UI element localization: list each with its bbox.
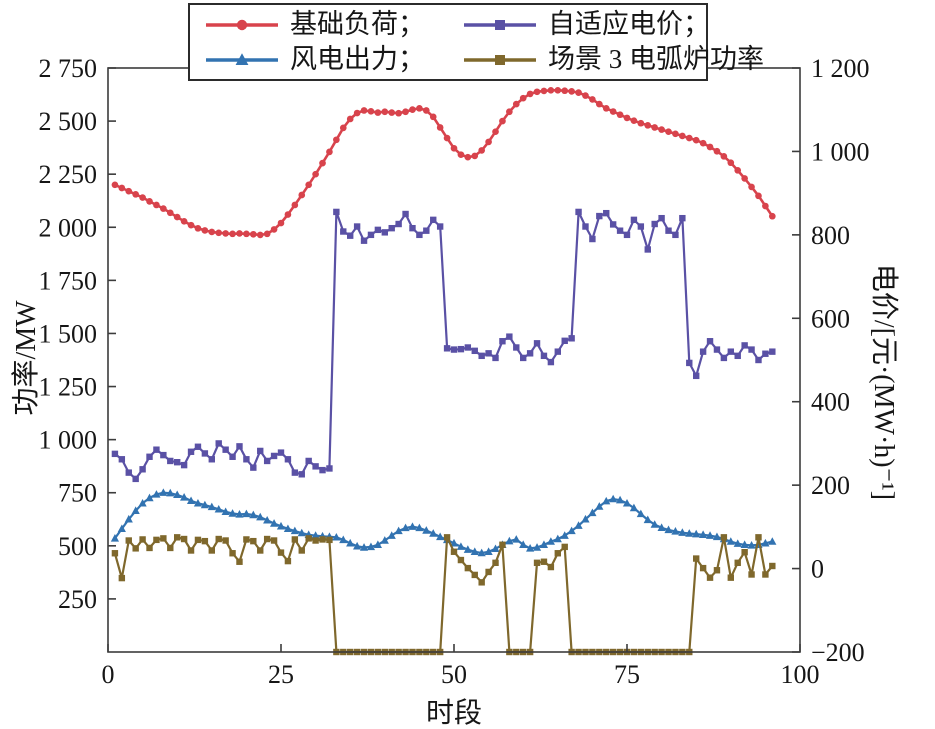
legend-marker-scenario3-eaf-power-icon <box>462 52 538 68</box>
legend-label-base-load: 基础负荷； <box>290 9 425 39</box>
y-left-tick-label: 1 000 <box>39 426 98 455</box>
legend-item-base-load: 基础负荷； <box>204 7 462 42</box>
legend-marker-adaptive-price-icon <box>462 17 538 33</box>
y-right-tick-label: 600 <box>811 304 850 333</box>
legend-label-wind-output: 风电出力； <box>290 44 425 74</box>
legend-item-adaptive-price: 自适应电价； <box>462 7 764 42</box>
y-left-tick-label: 2 000 <box>39 213 98 242</box>
legend-marker-base-load-icon <box>204 17 280 33</box>
x-tick-label: 0 <box>102 660 115 689</box>
y-right-tick-label: 1 000 <box>811 137 870 166</box>
legend-item-scenario3-eaf-power: 场景 3 电弧炉功率 <box>462 42 764 77</box>
y-left-tick-label: 2 250 <box>39 160 98 189</box>
legend-item-wind-output: 风电出力； <box>204 42 462 77</box>
y-right-tick-label: 1 200 <box>811 54 870 83</box>
series-line-adaptive-price <box>114 210 773 480</box>
y-left-tick-label: 1 500 <box>39 319 98 348</box>
legend-label-adaptive-price: 自适应电价； <box>548 9 710 39</box>
y-left-tick-label: 2 500 <box>39 107 98 136</box>
series-line-scenario3-eaf-power <box>113 536 774 654</box>
series-line-base-load <box>114 89 774 237</box>
y-right-tick-label: 0 <box>811 555 824 584</box>
x-tick-label: 75 <box>614 660 640 689</box>
y-right-tick-label: 200 <box>811 471 850 500</box>
y-left-tick-label: 2 750 <box>39 54 98 83</box>
y-right-tick-label: −200 <box>811 638 865 667</box>
y-right-tick-label: 400 <box>811 388 850 417</box>
x-tick-label: 100 <box>781 660 820 689</box>
series-scenario3-eaf-power <box>111 534 776 656</box>
x-tick-label: 25 <box>268 660 294 689</box>
series-adaptive-price <box>111 208 776 483</box>
y-left-axis-label: 功率/MW <box>11 300 42 416</box>
y-left-tick-label: 1 750 <box>39 266 98 295</box>
legend-label-scenario3-eaf-power: 场景 3 电弧炉功率 <box>548 44 764 74</box>
x-axis-label: 时段 <box>425 698 483 729</box>
legend: 基础负荷； 自适应电价； 风电出力； 场景 3 电弧炉功率 <box>188 3 764 81</box>
y-left-tick-label: 750 <box>58 479 97 508</box>
x-tick-label: 50 <box>441 660 467 689</box>
series-line-wind-output <box>114 491 773 555</box>
y-right-tick-label: 800 <box>811 221 850 250</box>
legend-marker-wind-output-icon <box>204 52 280 68</box>
y-left-tick-label: 500 <box>58 532 97 561</box>
series-wind-output <box>110 488 777 557</box>
series-base-load <box>111 86 776 239</box>
y-right-axis-label: 电价/[元·(MW·h)⁻¹] <box>868 263 899 501</box>
y-left-tick-label: 250 <box>58 585 97 614</box>
y-left-tick-label: 1 250 <box>39 373 98 402</box>
